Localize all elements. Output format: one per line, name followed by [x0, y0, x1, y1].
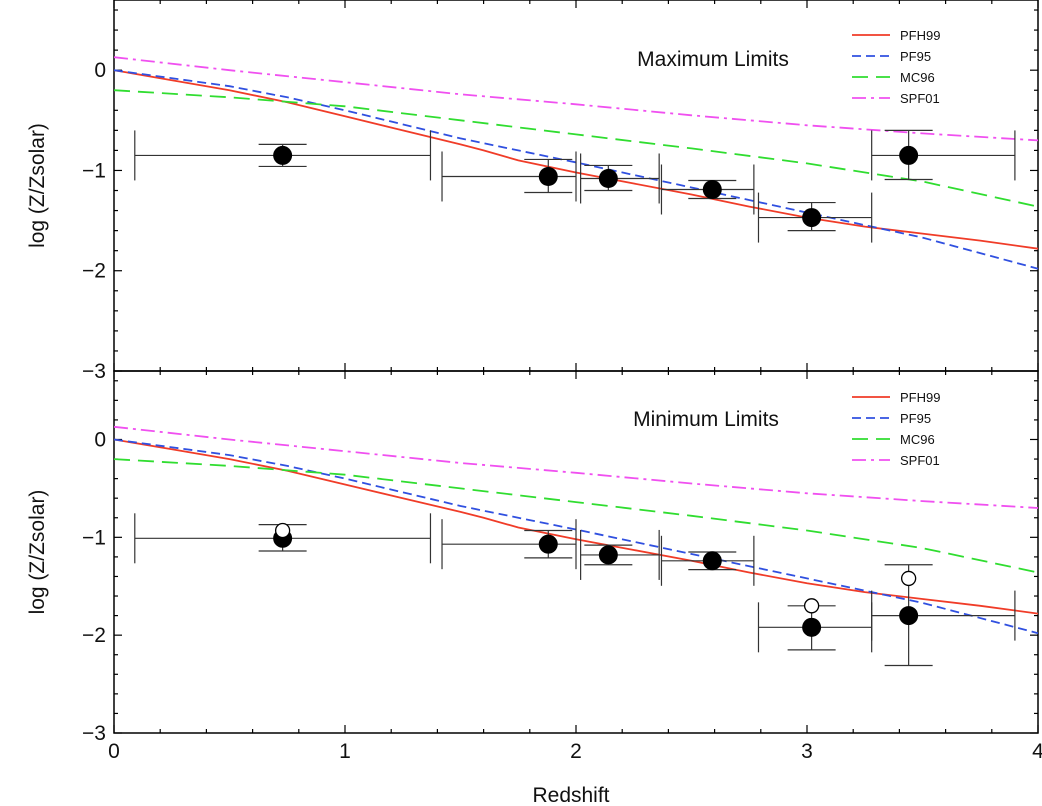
series-line-mc96	[113, 458, 1039, 574]
y-tick-label: −1	[82, 159, 106, 182]
legend-label: PFH99	[900, 28, 940, 43]
legend-label: PF95	[900, 411, 931, 426]
data-point	[802, 617, 822, 637]
legend-label: MC96	[900, 70, 935, 85]
x-tick-label: 0	[108, 740, 120, 763]
data-point	[899, 145, 919, 165]
y-axis-label: log (Z/Zsolar)	[26, 123, 49, 248]
data-point	[702, 180, 722, 200]
y-tick-label: −2	[82, 624, 106, 647]
panel-title: Minimum Limits	[633, 408, 779, 431]
legend-label: SPF01	[900, 453, 940, 468]
y-axis-label: log (Z/Zsolar)	[26, 490, 49, 615]
y-tick-label: −3	[82, 722, 106, 745]
series-line-pf95	[113, 438, 1039, 635]
series-line-mc96	[113, 89, 1039, 208]
legend-label: PFH99	[900, 390, 940, 405]
open-data-point	[900, 570, 917, 587]
data-point	[273, 145, 293, 165]
legend-label: PF95	[900, 49, 931, 64]
data-point	[802, 208, 822, 228]
panel-1: 0 −1 −2 −3 log (Z/Zsolar) Maximum Limits PFH99…	[26, 0, 1039, 383]
x-tick-label: 2	[570, 740, 582, 763]
panel-title: Maximum Limits	[637, 48, 789, 71]
x-axis-label: Redshift	[532, 784, 609, 806]
series-line-spf01	[113, 56, 1039, 142]
y-tick-label: 0	[94, 59, 106, 82]
data-point	[899, 606, 919, 626]
y-tick-label: 0	[94, 428, 106, 451]
series-line-pf95	[113, 69, 1039, 270]
x-tick-label: 1	[339, 740, 351, 763]
open-data-point	[803, 598, 820, 614]
y-tick-label: −1	[82, 526, 106, 549]
legend-label: SPF01	[900, 91, 940, 106]
x-tick-label: 4	[1032, 740, 1042, 763]
data-point	[538, 534, 558, 554]
series-line-spf01	[113, 425, 1039, 509]
data-point	[598, 168, 618, 188]
y-tick-label: −3	[82, 360, 106, 383]
open-data-point	[274, 522, 291, 539]
x-tick-label: 3	[801, 740, 813, 763]
y-tick-label: −2	[82, 260, 106, 283]
data-point	[538, 166, 558, 186]
data-point	[702, 551, 722, 571]
legend-label: MC96	[900, 432, 935, 447]
data-point	[598, 545, 618, 565]
